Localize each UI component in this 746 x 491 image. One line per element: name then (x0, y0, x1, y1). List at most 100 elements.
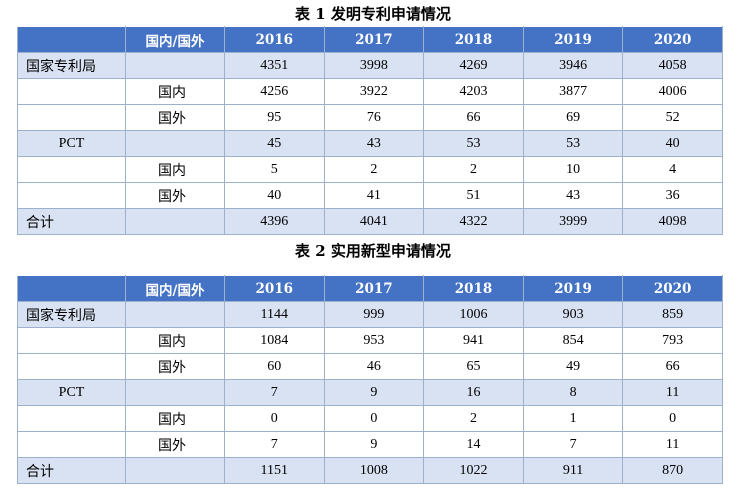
row-label: 国家专利局 (17, 52, 126, 79)
header-origin: 国内/国外 (125, 26, 225, 53)
row-origin: 国内 (125, 327, 225, 354)
row-origin (125, 52, 225, 79)
header-year: 2018 (423, 26, 524, 53)
row-origin: 国外 (125, 353, 225, 380)
value-cell: 4269 (423, 52, 524, 79)
value-cell: 46 (323, 353, 425, 380)
table-row: PCT 7 9 16 8 11 (17, 379, 723, 406)
value-cell: 66 (622, 353, 723, 380)
header-blank-cell (17, 26, 126, 53)
value-cell: 53 (522, 130, 624, 157)
header-year: 2018 (423, 275, 524, 302)
value-cell: 65 (423, 353, 524, 380)
row-label (17, 353, 126, 380)
row-origin: 国外 (125, 104, 225, 131)
table-row: 国家专利局 1144 999 1006 903 859 (17, 301, 723, 328)
table-row: PCT 45 43 53 53 40 (17, 130, 723, 157)
value-cell: 11 (622, 431, 723, 458)
value-cell: 4058 (622, 52, 723, 79)
value-cell: 2 (323, 156, 425, 183)
value-cell: 3946 (522, 52, 624, 79)
value-cell: 4203 (423, 78, 524, 105)
value-cell: 793 (622, 327, 723, 354)
header-year: 2017 (323, 275, 425, 302)
header-year: 2016 (224, 275, 325, 302)
table1-caption: 表 1 发明专利申请情况 (295, 5, 451, 23)
value-cell: 36 (622, 182, 723, 209)
value-cell: 16 (423, 379, 524, 406)
table-row: 国外 95 76 66 69 52 (17, 104, 723, 131)
row-label (17, 156, 126, 183)
row-label: 合计 (17, 208, 126, 235)
value-cell: 3922 (323, 78, 425, 105)
value-cell: 1151 (224, 457, 325, 484)
value-cell: 1008 (323, 457, 425, 484)
header-year: 2020 (622, 26, 723, 53)
table-header-row: 国内/国外 2016 2017 2018 2019 2020 (17, 275, 723, 302)
value-cell: 953 (323, 327, 425, 354)
row-label: PCT (17, 130, 126, 157)
row-label (17, 431, 126, 458)
value-cell: 4041 (323, 208, 425, 235)
header-origin: 国内/国外 (125, 275, 225, 302)
value-cell: 3999 (522, 208, 624, 235)
value-cell: 4006 (622, 78, 723, 105)
row-label (17, 405, 126, 432)
row-origin (125, 301, 225, 328)
value-cell: 40 (224, 182, 325, 209)
row-origin (125, 379, 225, 406)
table-row: 国家专利局 4351 3998 4269 3946 4058 (17, 52, 723, 79)
row-origin: 国外 (125, 182, 225, 209)
value-cell: 854 (522, 327, 624, 354)
row-label: 合计 (17, 457, 126, 484)
value-cell: 40 (622, 130, 723, 157)
value-cell: 52 (622, 104, 723, 131)
value-cell: 4351 (224, 52, 325, 79)
header-year: 2019 (522, 26, 624, 53)
value-cell: 1022 (423, 457, 524, 484)
row-label (17, 327, 126, 354)
value-cell: 999 (323, 301, 425, 328)
row-label: 国家专利局 (17, 301, 126, 328)
value-cell: 3998 (323, 52, 425, 79)
value-cell: 941 (423, 327, 524, 354)
value-cell: 9 (323, 379, 425, 406)
value-cell: 4098 (622, 208, 723, 235)
value-cell: 0 (323, 405, 425, 432)
value-cell: 69 (522, 104, 624, 131)
table-row: 国外 60 46 65 49 66 (17, 353, 723, 380)
header-blank-cell (17, 275, 126, 302)
value-cell: 7 (522, 431, 624, 458)
value-cell: 1 (522, 405, 624, 432)
table-row: 合计 4396 4041 4322 3999 4098 (17, 208, 723, 235)
table-row: 国外 40 41 51 43 36 (17, 182, 723, 209)
value-cell: 870 (622, 457, 723, 484)
value-cell: 4256 (224, 78, 325, 105)
value-cell: 0 (622, 405, 723, 432)
row-origin (125, 130, 225, 157)
value-cell: 66 (423, 104, 524, 131)
value-cell: 4 (622, 156, 723, 183)
value-cell: 9 (323, 431, 425, 458)
table-row: 国内 4256 3922 4203 3877 4006 (17, 78, 723, 105)
table-row: 国内 5 2 2 10 4 (17, 156, 723, 183)
value-cell: 859 (622, 301, 723, 328)
value-cell: 51 (423, 182, 524, 209)
table2-caption: 表 2 实用新型申请情况 (295, 242, 451, 260)
value-cell: 43 (323, 130, 425, 157)
header-year: 2019 (522, 275, 624, 302)
row-origin: 国内 (125, 156, 225, 183)
value-cell: 11 (622, 379, 723, 406)
table-row: 国外 7 9 14 7 11 (17, 431, 723, 458)
value-cell: 76 (323, 104, 425, 131)
value-cell: 49 (522, 353, 624, 380)
row-label (17, 182, 126, 209)
row-origin: 国内 (125, 405, 225, 432)
value-cell: 60 (224, 353, 325, 380)
invention-patent-table: 国内/国外 2016 2017 2018 2019 2020 国家专利局 4351 3998 4… (17, 26, 723, 235)
value-cell: 1006 (423, 301, 524, 328)
row-label (17, 78, 126, 105)
table-row: 合计 1151 1008 1022 911 870 (17, 457, 723, 484)
value-cell: 2 (423, 405, 524, 432)
header-year: 2020 (622, 275, 723, 302)
